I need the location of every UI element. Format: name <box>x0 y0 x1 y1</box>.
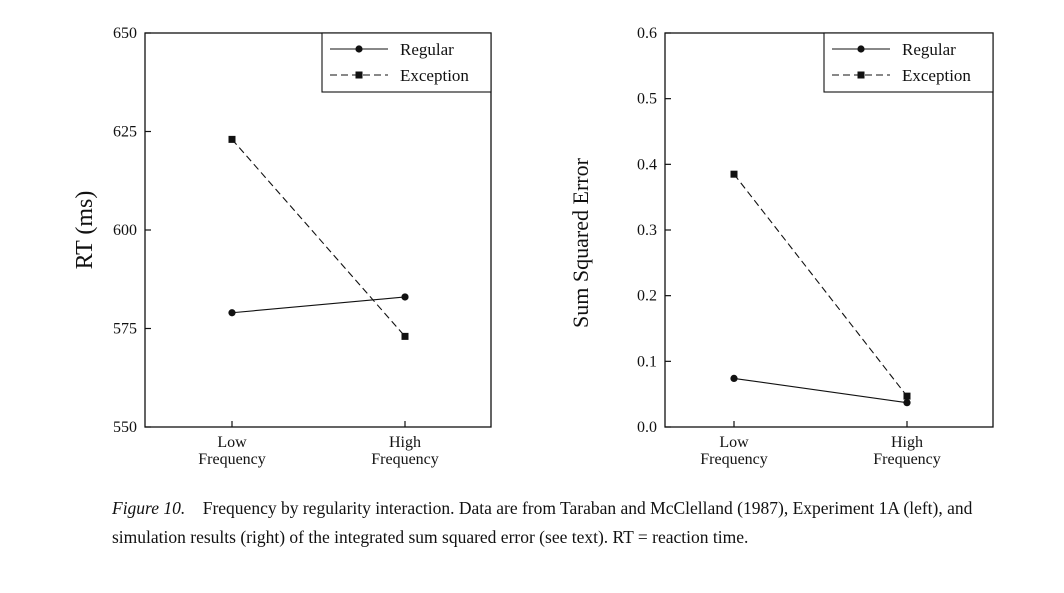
x-tick-label: Frequency <box>371 451 439 468</box>
legend-label-exception: Exception <box>400 66 469 85</box>
right-chart-sse: 0.00.10.20.30.40.50.6LowFrequencyHighFre… <box>568 25 994 468</box>
y-tick-label: 575 <box>113 321 137 338</box>
legend-label-regular: Regular <box>902 40 956 59</box>
caption-text: Frequency by regularity interaction. Dat… <box>112 498 973 547</box>
legend-label-regular: Regular <box>400 40 454 59</box>
legend-box <box>823 32 994 93</box>
y-tick-label: 0.5 <box>637 91 657 108</box>
y-tick-label: 0.6 <box>637 25 657 42</box>
data-point-exception <box>730 170 738 178</box>
y-tick-label: 0.2 <box>637 288 657 305</box>
data-point-exception <box>903 392 911 400</box>
y-tick-label: 0.1 <box>637 353 657 370</box>
x-tick-label: High <box>389 434 421 451</box>
y-tick-label: 0.3 <box>637 222 657 239</box>
series-line-regular <box>733 377 908 404</box>
legend-label-exception: Exception <box>902 66 971 85</box>
x-tick-label: Low <box>719 434 749 451</box>
y-tick-label: 600 <box>113 222 137 239</box>
y-tick-label: 0.0 <box>637 419 657 436</box>
x-tick-label: Frequency <box>198 451 266 468</box>
data-point-exception <box>228 135 236 143</box>
data-point-regular <box>401 293 409 301</box>
left-chart-rt: 550575600625650LowFrequencyHighFrequency… <box>72 25 492 468</box>
caption-label: Figure 10. <box>112 498 186 518</box>
y-axis-label: Sum Squared Error <box>568 157 593 328</box>
figure-caption: Figure 10. Frequency by regularity inter… <box>112 494 1042 552</box>
y-tick-label: 550 <box>113 419 137 436</box>
data-point-exception <box>401 332 409 340</box>
data-point-regular <box>903 399 911 407</box>
legend-marker-regular <box>857 45 865 53</box>
y-tick-label: 0.4 <box>637 156 657 173</box>
data-point-regular <box>730 374 738 383</box>
series-line-exception <box>231 139 406 337</box>
legend-marker-exception <box>857 71 865 79</box>
data-point-regular <box>228 309 236 317</box>
y-tick-label: 650 <box>113 25 137 42</box>
x-tick-label: Low <box>217 434 247 451</box>
series-line-regular <box>231 296 406 314</box>
legend-marker-exception <box>355 71 363 79</box>
legend-marker-regular <box>355 45 363 53</box>
x-tick-label: Frequency <box>873 451 941 468</box>
y-axis-label: RT (ms) <box>72 191 98 270</box>
series-line-exception <box>733 173 908 397</box>
y-tick-label: 625 <box>113 124 137 141</box>
x-tick-label: High <box>891 434 923 451</box>
legend-box <box>321 32 492 93</box>
x-tick-label: Frequency <box>700 451 768 468</box>
